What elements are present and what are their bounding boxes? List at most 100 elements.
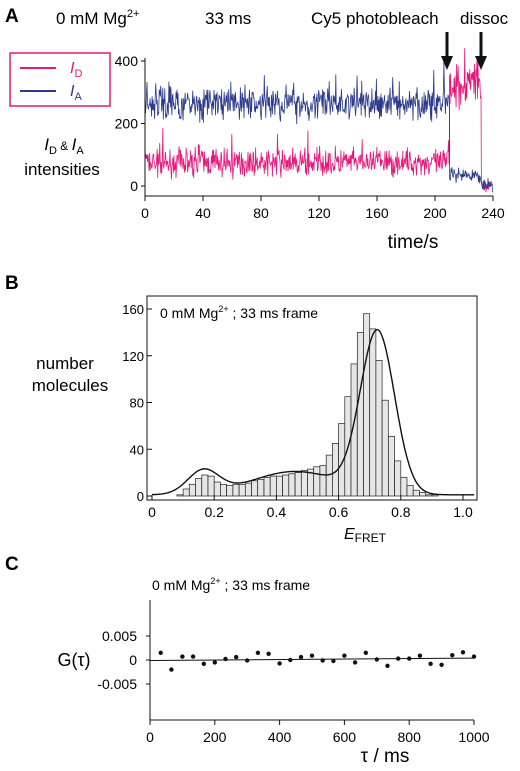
x-tick-label-c: 600 bbox=[333, 729, 357, 745]
histogram-bar bbox=[213, 481, 221, 497]
correlation-point bbox=[363, 650, 368, 655]
histogram-bar bbox=[406, 485, 414, 497]
correlation-point bbox=[407, 656, 412, 661]
histogram-bar bbox=[363, 313, 371, 497]
correlation-point bbox=[309, 653, 315, 658]
panel-b: B 0 mM Mg2+ ; 33 ms frame number molecul… bbox=[5, 273, 478, 545]
y-tick-label-c: 0.005 bbox=[102, 628, 137, 644]
correlation-point bbox=[320, 658, 325, 663]
correlation-point bbox=[212, 660, 217, 665]
panel-a: A 0 mM Mg2+ 33 ms Cy5 photobleach dissoc… bbox=[5, 6, 509, 253]
histogram-bar bbox=[182, 488, 190, 497]
trace-acceptor bbox=[144, 60, 493, 193]
panel-c: C 0 mM Mg2+ ; 33 ms frame G(τ) 0.005 0 -0.… bbox=[5, 554, 490, 767]
y-tick-label-b: 80 bbox=[130, 396, 144, 411]
correlation-point bbox=[450, 653, 455, 658]
x-tick-label-a: 80 bbox=[253, 205, 269, 221]
histogram-bar bbox=[412, 489, 420, 497]
panel-c-condition: 0 mM Mg2+ ; 33 ms frame bbox=[152, 576, 310, 593]
histogram-bar bbox=[269, 475, 277, 497]
correlation-point bbox=[223, 656, 228, 662]
histogram-bar bbox=[419, 492, 427, 497]
panel-b-condition: 0 mM Mg2+ ; 33 ms frame bbox=[160, 304, 318, 321]
condition-superscript: 2+ bbox=[127, 8, 140, 20]
x-tick-label-a: 160 bbox=[365, 205, 389, 221]
correlation-point bbox=[396, 656, 401, 661]
panel-label-b: B bbox=[5, 273, 19, 294]
x-tick-label-a: 240 bbox=[481, 205, 505, 221]
y-axis-label-c: G(τ) bbox=[57, 650, 90, 670]
x-axis-label-b: EFRET bbox=[344, 526, 387, 545]
y-axis-label-b-line2: molecules bbox=[32, 376, 109, 395]
histogram-bar bbox=[244, 482, 252, 497]
histogram-bar bbox=[313, 466, 321, 497]
correlation-point bbox=[266, 651, 271, 656]
histogram-bar bbox=[294, 472, 302, 497]
correlation-point bbox=[245, 658, 250, 663]
correlation-point bbox=[331, 658, 336, 664]
panel-label-c: C bbox=[5, 554, 19, 575]
legend-label-donor: ID bbox=[70, 60, 82, 80]
histogram-bar bbox=[195, 478, 203, 497]
histogram-bar bbox=[276, 475, 283, 497]
x-tick-label-c: 400 bbox=[268, 729, 292, 745]
correlation-point bbox=[342, 653, 347, 658]
x-tick-label-b: 0.4 bbox=[267, 504, 287, 520]
correlation-point bbox=[234, 654, 239, 660]
y-axis-label-a-line2: intensities bbox=[24, 160, 100, 179]
histogram-bar bbox=[300, 469, 308, 497]
correlation-points bbox=[158, 650, 477, 672]
axes-b: 0 40 80 120 160 0 0.2 0.4 0.6 0.8 1.0 bbox=[122, 302, 473, 520]
y-tick-label-c: -0.005 bbox=[97, 676, 137, 692]
panel-a-condition: 0 mM Mg2+ bbox=[56, 8, 139, 28]
x-tick-label-c: 0 bbox=[146, 729, 154, 745]
histogram-bars bbox=[176, 313, 439, 497]
y-tick-label-a: 400 bbox=[115, 53, 139, 69]
x-tick-label-a: 120 bbox=[307, 205, 331, 221]
histogram-bar bbox=[369, 328, 377, 497]
correlation-point bbox=[374, 657, 379, 662]
x-tick-label-b: 0 bbox=[148, 504, 156, 520]
y-axis-label-b-line1: number bbox=[36, 354, 94, 373]
y-tick-label-b: 40 bbox=[130, 442, 144, 457]
correlation-point bbox=[460, 650, 466, 655]
histogram-bar bbox=[375, 360, 383, 497]
histogram-bar bbox=[288, 473, 296, 497]
x-tick-label-b: 1.0 bbox=[453, 504, 473, 520]
correlation-point bbox=[385, 663, 390, 668]
histogram-bar bbox=[400, 476, 408, 497]
histogram-bar bbox=[226, 485, 234, 497]
correlation-point bbox=[169, 667, 174, 672]
correlation-point bbox=[439, 662, 444, 667]
x-tick-label-c: 200 bbox=[203, 729, 227, 745]
x-tick-label-c: 800 bbox=[398, 729, 422, 745]
histogram-bar bbox=[381, 399, 389, 497]
x-tick-label-a: 0 bbox=[141, 205, 149, 221]
intensity-traces bbox=[144, 48, 493, 193]
histogram-bar bbox=[388, 436, 395, 497]
correlation-point bbox=[190, 654, 196, 659]
axes-a: 0 200 400 0 40 80 120 160 200 240 bbox=[115, 53, 505, 221]
correlation-point bbox=[428, 661, 433, 666]
gaussian-fit-line bbox=[152, 328, 475, 496]
y-tick-label-a: 0 bbox=[130, 178, 138, 194]
fit-line-c bbox=[149, 657, 475, 661]
histogram-bar bbox=[263, 476, 271, 497]
correlation-point bbox=[298, 654, 304, 660]
y-tick-label-c: 0 bbox=[129, 652, 137, 668]
legend-label-acceptor: IA bbox=[70, 83, 82, 103]
histogram-bar bbox=[282, 474, 290, 497]
y-tick-label-b: 160 bbox=[122, 302, 144, 317]
histogram-bar bbox=[220, 483, 227, 497]
x-tick-label-c: 1000 bbox=[458, 729, 489, 745]
x-tick-label-b: 0.6 bbox=[329, 504, 349, 520]
y-tick-label-b: 0 bbox=[137, 489, 144, 504]
y-tick-label-a: 200 bbox=[115, 116, 139, 132]
annotation-photobleach: Cy5 photobleach bbox=[311, 9, 439, 28]
histogram-fit bbox=[152, 328, 475, 496]
correlation-point bbox=[288, 657, 293, 663]
legend-a: ID IA bbox=[9, 52, 111, 107]
correlation-point bbox=[158, 650, 163, 655]
panel-a-frame-time: 33 ms bbox=[205, 9, 251, 28]
plot-frame-b bbox=[146, 295, 478, 501]
